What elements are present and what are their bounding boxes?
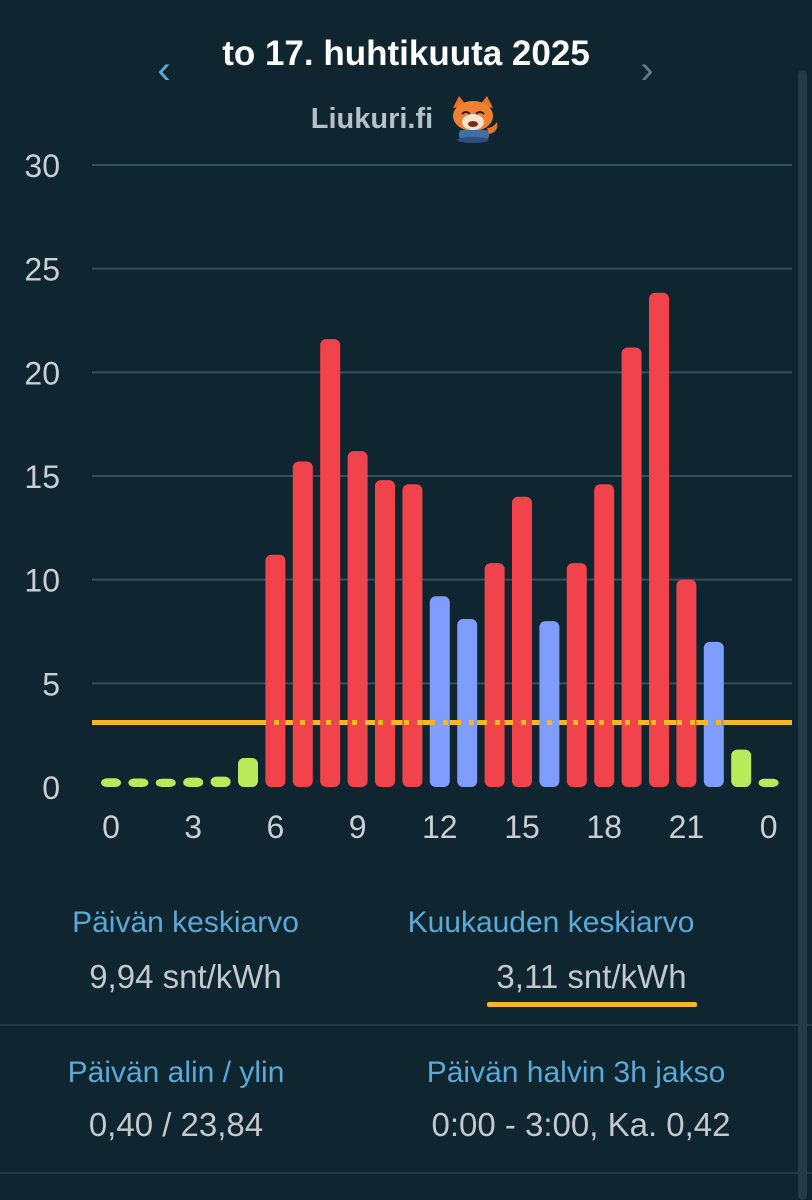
- x-tick-label: 18: [586, 809, 622, 845]
- y-tick-label: 20: [24, 355, 60, 391]
- divider-bottom: [0, 1172, 812, 1174]
- fox-mascot-icon: [453, 96, 498, 143]
- month-average-value: 3,11 snt/kWh: [496, 958, 687, 995]
- y-tick-label: 15: [24, 459, 60, 495]
- y-tick-label: 5: [42, 666, 60, 702]
- x-tick-label: 15: [504, 809, 540, 845]
- next-day-button[interactable]: ›: [640, 48, 654, 92]
- divider: [0, 1024, 812, 1026]
- bar-hour-24[interactable]: [758, 778, 779, 787]
- day-average-value: 9,94 snt/kWh: [89, 958, 282, 995]
- y-tick-label: 0: [42, 770, 60, 806]
- bar-hour-23[interactable]: [731, 749, 752, 787]
- day-min-max-value: 0,40 / 23,84: [88, 1106, 264, 1143]
- bar-hour-13[interactable]: [457, 619, 478, 787]
- day-min-max-label: Päivän alin / ylin: [67, 1056, 285, 1089]
- bar-hour-21[interactable]: [676, 579, 697, 787]
- x-tick-label: 6: [267, 809, 285, 845]
- bar-hour-4[interactable]: [210, 776, 231, 787]
- brand-name: Liukuri.fi: [310, 102, 434, 135]
- bar-hour-10[interactable]: [375, 480, 395, 787]
- bar-hour-0[interactable]: [101, 778, 121, 787]
- bar-hour-20[interactable]: [649, 292, 669, 787]
- day-average-label: Päivän keskiarvo: [72, 906, 299, 939]
- bar-hour-22[interactable]: [703, 641, 724, 787]
- brand: Liukuri.fi: [0, 94, 812, 144]
- x-tick-label: 21: [669, 809, 705, 845]
- bar-hour-18[interactable]: [594, 484, 615, 787]
- x-tick-label: 9: [349, 809, 367, 845]
- bar-hour-16[interactable]: [539, 621, 560, 787]
- month-average-label: Kuukauden keskiarvo: [407, 906, 695, 939]
- previous-day-button[interactable]: ‹: [157, 48, 171, 92]
- date-title: to 17. huhtikuuta 2025: [222, 34, 590, 73]
- x-tick-label: 12: [422, 809, 458, 845]
- y-tick-label: 25: [24, 252, 60, 288]
- y-tick-label: 30: [24, 150, 60, 184]
- month-average-underline: [487, 1002, 697, 1007]
- cheapest-3h-value: 0:00 - 3:00, Ka. 0,42: [431, 1106, 731, 1143]
- x-tick-label: 0: [102, 809, 120, 845]
- x-tick-label: 3: [184, 809, 202, 845]
- bar-hour-2[interactable]: [155, 778, 176, 787]
- bar-hour-11[interactable]: [402, 484, 423, 787]
- bar-hour-3[interactable]: [183, 777, 204, 787]
- bar-hour-1[interactable]: [128, 778, 149, 787]
- bar-hour-8[interactable]: [320, 339, 341, 787]
- bar-hour-9[interactable]: [347, 451, 368, 787]
- x-tick-label: 0: [760, 809, 778, 845]
- y-tick-label: 10: [24, 563, 60, 599]
- bar-hour-5[interactable]: [238, 757, 258, 787]
- bar-hour-15[interactable]: [512, 496, 532, 787]
- bar-hour-7[interactable]: [292, 461, 313, 787]
- bar-hour-14[interactable]: [484, 563, 505, 787]
- scrollbar[interactable]: [798, 70, 807, 1200]
- header: ‹ to 17. huhtikuuta 2025 › Liukuri.fi: [0, 0, 812, 150]
- cheapest-3h-label: Päivän halvin 3h jakso: [426, 1056, 726, 1089]
- bar-hour-12[interactable]: [429, 596, 450, 787]
- bar-hour-19[interactable]: [621, 347, 642, 787]
- bar-hour-17[interactable]: [566, 563, 587, 787]
- price-bar-chart: 0 5 10 15 20 25 30 0 3 6 9 12 15 18 21 0: [24, 150, 792, 845]
- bar-hour-6[interactable]: [265, 554, 286, 787]
